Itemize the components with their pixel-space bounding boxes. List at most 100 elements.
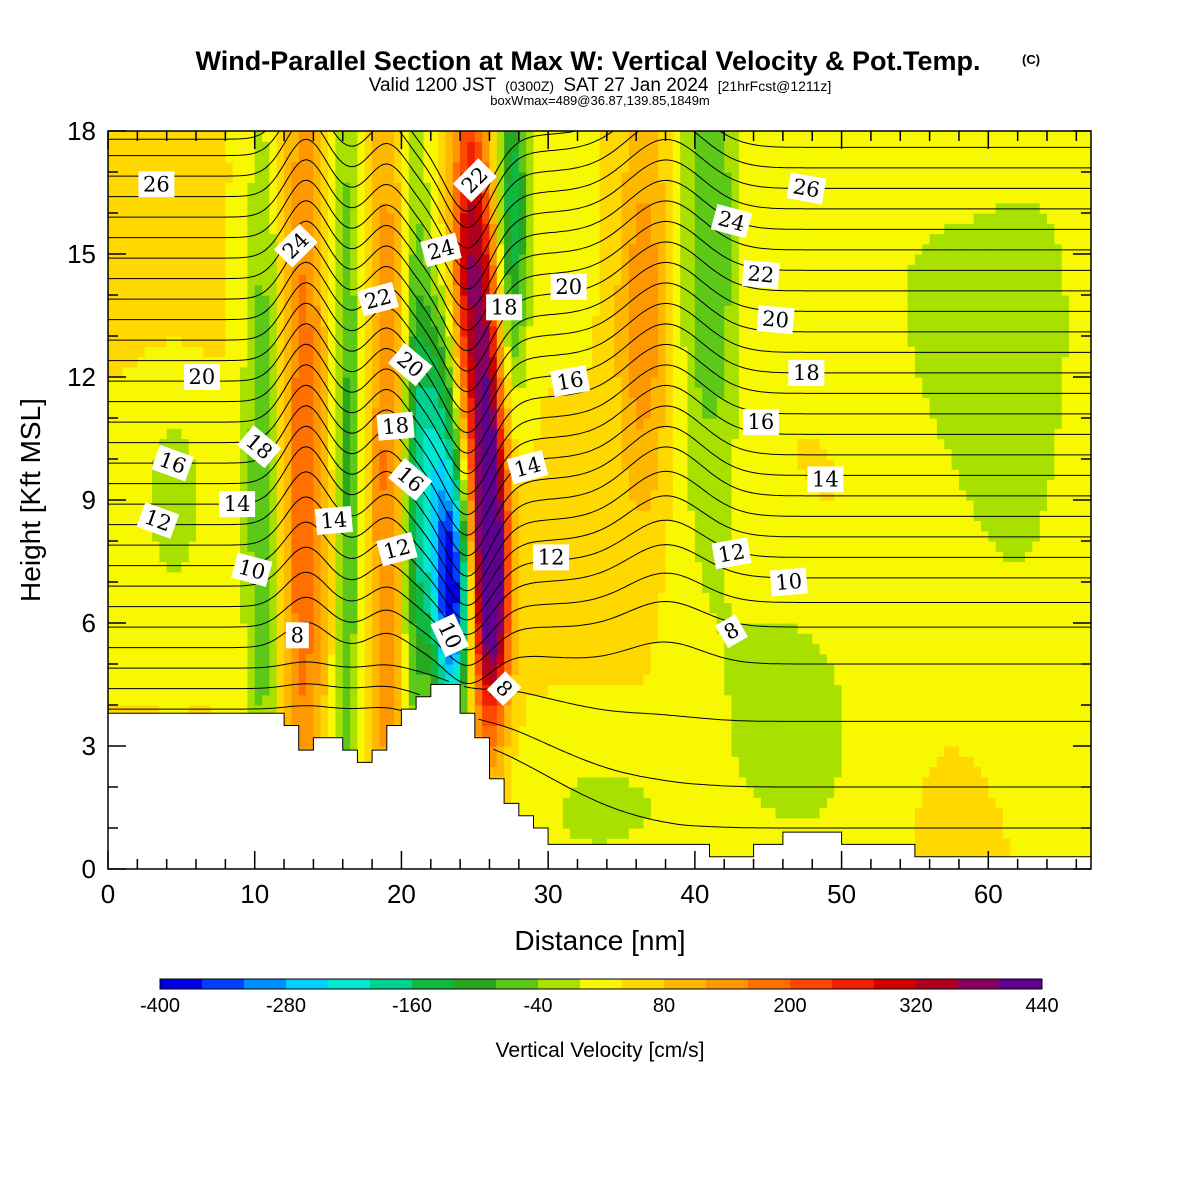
velocity-cell	[188, 448, 197, 460]
velocity-cell	[357, 551, 366, 563]
velocity-cell	[592, 715, 601, 727]
velocity-cell	[328, 469, 337, 481]
velocity-cell	[467, 131, 476, 142]
velocity-cell	[467, 325, 476, 337]
velocity-cell	[240, 305, 248, 317]
velocity-cell	[122, 223, 131, 235]
velocity-cell	[269, 161, 278, 173]
velocity-cell	[225, 520, 234, 532]
velocity-cell	[438, 264, 447, 276]
velocity-cell	[152, 213, 160, 224]
velocity-cell	[196, 418, 204, 429]
velocity-cell	[181, 356, 190, 368]
velocity-cell	[335, 428, 344, 440]
velocity-cell	[174, 131, 182, 142]
velocity-cell	[599, 828, 608, 839]
velocity-cell	[137, 356, 146, 368]
velocity-cell	[504, 356, 513, 368]
velocity-cell	[188, 223, 197, 235]
velocity-cell	[130, 582, 138, 593]
velocity-cell	[342, 612, 351, 624]
velocity-cell	[122, 674, 131, 686]
velocity-cell	[562, 674, 571, 686]
velocity-cell	[328, 192, 337, 204]
velocity-cell	[225, 243, 234, 255]
velocity-cell	[408, 131, 417, 142]
velocity-cell	[232, 705, 241, 716]
velocity-cell	[533, 274, 542, 286]
velocity-cell	[181, 541, 190, 552]
velocity-cell	[291, 674, 300, 686]
velocity-cell	[592, 735, 601, 747]
velocity-cell	[474, 151, 483, 163]
velocity-cell	[174, 653, 182, 665]
velocity-cell	[218, 192, 226, 204]
velocity-cell	[562, 356, 571, 368]
velocity-cell	[592, 459, 601, 470]
velocity-cell	[467, 633, 476, 645]
velocity-cell	[504, 346, 513, 358]
velocity-cell	[423, 325, 432, 337]
velocity-cell	[548, 787, 557, 798]
velocity-cell	[218, 387, 226, 399]
velocity-cell	[555, 438, 564, 450]
velocity-cell	[240, 233, 248, 245]
velocity-cell	[562, 715, 571, 727]
velocity-cell	[504, 233, 513, 245]
velocity-cell	[108, 223, 116, 235]
velocity-cell	[364, 551, 373, 563]
velocity-cell	[298, 469, 307, 481]
velocity-cell	[313, 213, 322, 224]
velocity-cell	[423, 233, 432, 245]
velocity-cell	[342, 192, 351, 204]
velocity-cell	[284, 387, 292, 399]
velocity-cell	[533, 612, 542, 624]
velocity-cell	[357, 510, 366, 522]
velocity-cell	[276, 510, 285, 522]
velocity-cell	[188, 172, 197, 183]
velocity-cell	[614, 838, 623, 850]
velocity-cell	[577, 182, 586, 194]
velocity-cell	[372, 643, 381, 655]
velocity-cell	[379, 479, 388, 491]
velocity-cell	[606, 346, 615, 358]
velocity-cell	[518, 366, 527, 378]
velocity-cell	[511, 202, 520, 214]
velocity-cell	[408, 233, 417, 245]
velocity-cell	[174, 500, 182, 511]
velocity-cell	[511, 500, 520, 511]
velocity-cell	[401, 295, 410, 306]
velocity-cell	[130, 541, 138, 552]
velocity-cell	[357, 325, 366, 337]
velocity-cell	[181, 674, 190, 686]
velocity-cell	[137, 141, 146, 153]
velocity-cell	[430, 377, 439, 388]
velocity-cell	[232, 172, 241, 183]
velocity-cell	[240, 243, 248, 255]
velocity-cell	[313, 715, 322, 727]
velocity-cell	[144, 305, 153, 317]
velocity-cell	[203, 295, 212, 306]
velocity-cell	[408, 571, 417, 583]
velocity-cell	[335, 295, 344, 306]
velocity-cell	[438, 592, 447, 604]
velocity-cell	[548, 377, 557, 388]
velocity-cell	[445, 346, 454, 358]
velocity-cell	[394, 295, 403, 306]
velocity-cell	[306, 448, 315, 460]
velocity-cell	[298, 141, 307, 153]
velocity-cell	[467, 571, 476, 583]
box-info: boxWmax=489@36.87,139.85,1849m	[490, 93, 710, 108]
velocity-cell	[489, 428, 498, 440]
velocity-cell	[555, 182, 564, 194]
velocity-cell	[320, 684, 329, 696]
velocity-cell	[533, 418, 542, 429]
velocity-cell	[196, 479, 204, 491]
velocity-cell	[555, 746, 564, 757]
velocity-cell	[210, 172, 219, 183]
velocity-cell	[438, 397, 447, 409]
valid-utc: (0300Z)	[505, 78, 554, 94]
velocity-cell	[254, 223, 263, 235]
velocity-cell	[269, 418, 278, 429]
velocity-cell	[108, 151, 116, 163]
